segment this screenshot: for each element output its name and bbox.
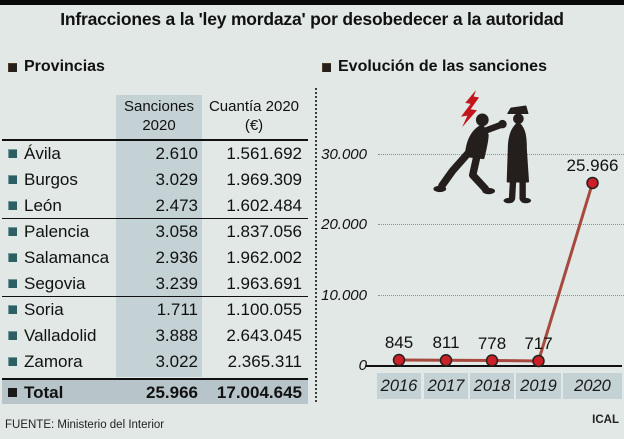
cuantia-value: 1.561.692 — [226, 144, 302, 163]
table-row: Valladolid 3.888 2.643.045 — [2, 323, 308, 349]
data-point — [439, 354, 453, 367]
col-header-sanciones: Sanciones 2020 — [123, 98, 195, 134]
sanciones-column-band — [116, 95, 202, 377]
aggressor-silhouette — [433, 113, 507, 195]
cuantia-value: 2.643.045 — [226, 326, 302, 345]
point-value-label: 717 — [524, 333, 553, 353]
table-row: Ávila 2.610 1.561.692 — [2, 141, 308, 167]
row-bullet-icon — [8, 227, 17, 236]
lightning-icon — [461, 90, 480, 128]
total-cuantia-value: 17.004.645 — [216, 383, 302, 402]
sanciones-value: 2.473 — [155, 196, 198, 215]
data-point — [392, 353, 406, 367]
heading-bullet-icon — [8, 62, 17, 72]
total-bullet-icon — [8, 388, 17, 397]
province-name: Salamanca — [24, 248, 110, 267]
cuantia-value: 1.837.056 — [226, 222, 302, 241]
table-row: Salamanca 2.936 1.962.002 — [2, 245, 308, 271]
evolution-heading: Evolución de las sanciones — [322, 58, 547, 76]
gridline — [378, 153, 624, 155]
x-tick-year: 2017 — [424, 373, 468, 399]
sanciones-value: 2.936 — [155, 248, 198, 267]
cuantia-value: 1.969.309 — [226, 170, 302, 189]
x-tick-year: 2016 — [377, 373, 421, 399]
province-name: Ávila — [24, 144, 61, 163]
y-tick-label: 0 — [358, 357, 367, 374]
y-tick-label: 30.000 — [321, 145, 367, 163]
point-value-label: 778 — [477, 333, 507, 353]
table-header: Sanciones 2020 Cuantía 2020 (€) — [2, 95, 308, 141]
data-point — [586, 176, 599, 190]
table-row: Zamora 3.022 2.365.311 — [2, 349, 308, 375]
total-label: Total — [24, 383, 64, 402]
row-bullet-icon — [8, 149, 17, 158]
sanciones-value: 1.711 — [156, 300, 198, 319]
gridline — [378, 294, 624, 296]
col-header-cuantia: Cuantía 2020 (€) — [208, 98, 300, 134]
point-value-label: 845 — [384, 333, 414, 353]
sanciones-value: 2.610 — [155, 144, 198, 163]
cuantia-value: 2.365.311 — [227, 352, 302, 371]
cuantia-value: 1.602.484 — [226, 196, 302, 215]
row-bullet-icon — [8, 305, 17, 314]
data-point — [532, 354, 545, 368]
point-value-label: 811 — [432, 333, 460, 353]
sanciones-value: 3.239 — [155, 274, 198, 293]
province-name: Palencia — [24, 222, 90, 241]
province-rows: Ávila 2.610 1.561.692 Burgos 3.029 1.969… — [2, 141, 308, 375]
gridline — [378, 224, 624, 225]
cuantia-value: 1.962.002 — [226, 248, 302, 267]
province-name: León — [24, 196, 62, 215]
total-row: Total 25.966 17.004.645 — [2, 378, 308, 404]
x-tick-year: 2019 — [516, 373, 561, 399]
line-series — [392, 176, 599, 368]
x-tick-year: 2018 — [470, 373, 514, 399]
police-officer-silhouette — [503, 105, 532, 204]
table-row: León 2.473 1.602.484 — [2, 193, 308, 219]
sanciones-value: 3.022 — [155, 352, 198, 371]
cuantia-value: 1.100.055 — [226, 300, 302, 319]
heading-bullet-icon — [322, 62, 331, 72]
source-note: FUENTE: Ministerio del Interior — [5, 419, 165, 431]
y-axis-line — [315, 88, 317, 402]
province-name: Burgos — [24, 170, 78, 189]
province-name: Soria — [24, 300, 64, 319]
y-tick-label: 20.000 — [321, 216, 367, 233]
provinces-heading-label: Provincias — [24, 58, 105, 75]
point-value-label: 25.966 — [566, 155, 619, 175]
sanciones-value: 3.058 — [155, 222, 198, 241]
province-name: Valladolid — [24, 326, 97, 345]
agency-credit: ICAL — [592, 414, 619, 426]
row-bullet-icon — [8, 357, 17, 366]
provinces-table: Sanciones 2020 Cuantía 2020 (€) Ávila 2.… — [2, 95, 308, 404]
province-name: Zamora — [24, 352, 83, 371]
row-bullet-icon — [8, 253, 17, 262]
table-row: Palencia 3.058 1.837.056 — [2, 219, 308, 245]
row-bullet-icon — [8, 201, 17, 210]
province-name: Segovia — [24, 274, 86, 293]
row-bullet-icon — [8, 279, 17, 288]
chart-plot: 30.000 20.000 10.000 0 2016 2017 2018 2019 2020 8… — [310, 55, 624, 415]
provinces-heading: Provincias — [8, 58, 105, 76]
table-row: Soria 1.711 1.100.055 — [2, 297, 308, 323]
sanciones-value: 3.888 — [155, 326, 198, 345]
evolution-heading-label: Evolución de las sanciones — [338, 58, 547, 75]
confrontation-illustration — [433, 90, 532, 204]
total-sanciones-value: 25.966 — [146, 383, 198, 402]
x-tick-year: 2020 — [563, 373, 622, 399]
table-row: Segovia 3.239 1.963.691 — [2, 271, 308, 297]
row-bullet-icon — [8, 175, 17, 184]
sanciones-value: 3.029 — [155, 170, 198, 189]
y-tick-label: 10.000 — [321, 286, 367, 304]
page-title: Infracciones a la 'ley mordaza' por deso… — [60, 9, 564, 29]
cuantia-value: 1.963.691 — [226, 274, 302, 293]
data-point — [485, 354, 499, 367]
row-bullet-icon — [8, 331, 17, 340]
top-bar — [0, 0, 624, 5]
table-row: Burgos 3.029 1.969.309 — [2, 167, 308, 193]
